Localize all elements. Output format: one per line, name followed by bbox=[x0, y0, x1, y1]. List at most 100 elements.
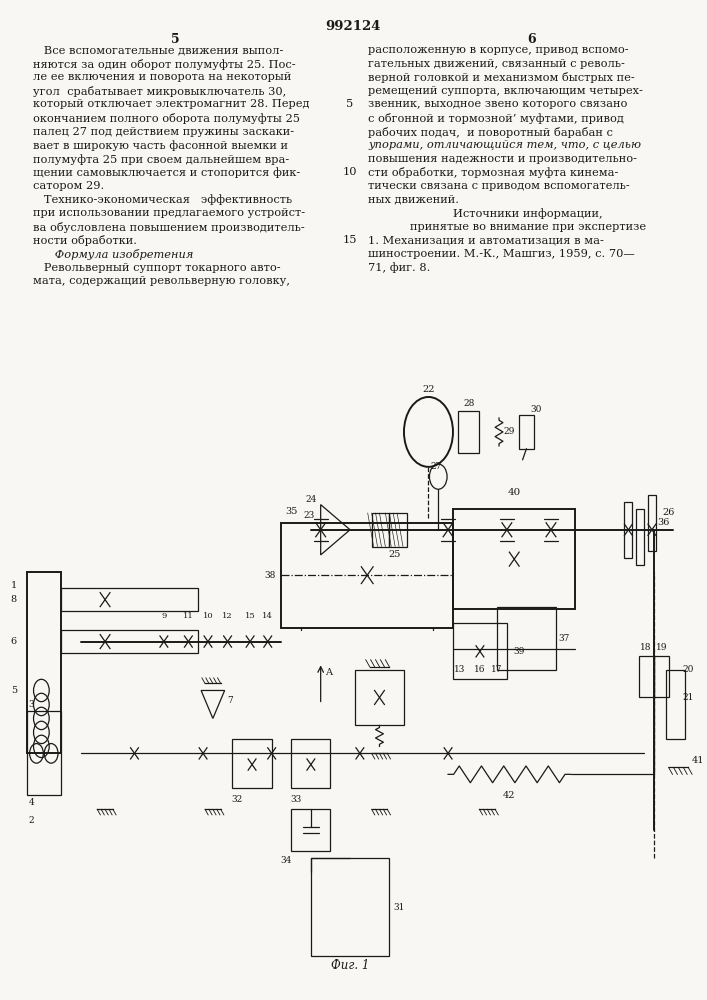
Text: сти обработки, тормозная муфта кинема-: сти обработки, тормозная муфта кинема- bbox=[368, 167, 619, 178]
Text: 9: 9 bbox=[161, 612, 167, 620]
Text: 28: 28 bbox=[463, 399, 474, 408]
Text: 39: 39 bbox=[513, 647, 525, 656]
Bar bbox=[639, 656, 654, 697]
Text: ле ее включения и поворота на некоторый: ле ее включения и поворота на некоторый bbox=[33, 72, 291, 82]
Bar bbox=[497, 607, 556, 670]
Bar bbox=[624, 502, 632, 558]
Bar bbox=[291, 809, 330, 851]
Text: 1. Механизация и автоматизация в ма-: 1. Механизация и автоматизация в ма- bbox=[368, 235, 604, 245]
Text: с обгонной и тормозной’ муфтами, привод: с обгонной и тормозной’ муфтами, привод bbox=[368, 113, 624, 124]
Text: 20: 20 bbox=[682, 665, 694, 674]
Bar bbox=[311, 858, 390, 956]
Text: полумуфта 25 при своем дальнейшем вра-: полумуфта 25 при своем дальнейшем вра- bbox=[33, 154, 289, 165]
Text: ных движений.: ных движений. bbox=[368, 195, 459, 205]
Bar bbox=[291, 739, 330, 788]
Bar bbox=[636, 509, 644, 565]
Text: A: A bbox=[325, 668, 332, 677]
Text: ремещений суппорта, включающим четырех-: ремещений суппорта, включающим четырех- bbox=[368, 86, 643, 96]
Text: 13: 13 bbox=[454, 665, 465, 674]
Bar bbox=[453, 623, 507, 679]
Text: расположенную в корпусе, привод вспомо-: расположенную в корпусе, привод вспомо- bbox=[368, 45, 629, 55]
Text: 6: 6 bbox=[527, 33, 537, 46]
Text: окончанием полного оборота полумуфты 25: окончанием полного оборота полумуфты 25 bbox=[33, 113, 300, 124]
Text: 5: 5 bbox=[11, 686, 17, 695]
Text: 34: 34 bbox=[281, 856, 292, 865]
Text: няются за один оборот полумуфты 25. Пос-: няются за один оборот полумуфты 25. Пос- bbox=[33, 59, 296, 70]
Text: 14: 14 bbox=[262, 612, 273, 620]
Text: мата, содержащий револьверную головку,: мата, содержащий револьверную головку, bbox=[33, 276, 290, 286]
Bar bbox=[61, 630, 198, 653]
Text: Фиг. 1: Фиг. 1 bbox=[331, 959, 369, 972]
Text: 8: 8 bbox=[11, 595, 17, 604]
Text: ва обусловлена повышением производитель-: ва обусловлена повышением производитель- bbox=[33, 222, 305, 233]
Bar bbox=[390, 513, 407, 547]
Text: 1: 1 bbox=[11, 581, 17, 590]
Text: 37: 37 bbox=[558, 634, 569, 643]
Text: верной головкой и механизмом быстрых пе-: верной головкой и механизмом быстрых пе- bbox=[368, 72, 635, 83]
Text: 26: 26 bbox=[662, 508, 674, 517]
Text: 992124: 992124 bbox=[325, 20, 381, 33]
Text: 35: 35 bbox=[285, 507, 298, 516]
Bar bbox=[27, 572, 61, 753]
Text: Источники информации,: Источники информации, bbox=[453, 208, 603, 219]
Text: 22: 22 bbox=[422, 385, 435, 394]
Text: 15: 15 bbox=[245, 612, 255, 620]
Text: принятые во внимание при экспертизе: принятые во внимание при экспертизе bbox=[410, 222, 646, 232]
Text: повышения надежности и производительно-: повышения надежности и производительно- bbox=[368, 154, 637, 164]
Text: 10: 10 bbox=[343, 167, 357, 177]
Text: 3: 3 bbox=[29, 700, 35, 709]
Text: 29: 29 bbox=[503, 427, 515, 436]
Text: гательных движений, связанный с револь-: гательных движений, связанный с револь- bbox=[368, 59, 625, 69]
Bar bbox=[453, 509, 575, 609]
Text: сатором 29.: сатором 29. bbox=[33, 181, 104, 191]
Text: 4: 4 bbox=[29, 798, 35, 807]
Bar bbox=[281, 523, 453, 628]
Text: 21: 21 bbox=[682, 693, 694, 702]
Text: Технико-экономическая   эффективность: Технико-экономическая эффективность bbox=[33, 195, 292, 205]
Text: 38: 38 bbox=[264, 571, 276, 580]
Text: 24: 24 bbox=[305, 495, 317, 504]
Bar bbox=[654, 656, 669, 697]
Text: вает в широкую часть фасонной выемки и: вает в широкую часть фасонной выемки и bbox=[33, 140, 288, 151]
Text: Все вспомогательные движения выпол-: Все вспомогательные движения выпол- bbox=[33, 45, 284, 55]
Text: 25: 25 bbox=[388, 550, 400, 559]
Text: звенник, выходное звено которого связано: звенник, выходное звено которого связано bbox=[368, 99, 627, 109]
Text: 10: 10 bbox=[203, 612, 214, 620]
Text: 11: 11 bbox=[183, 612, 194, 620]
Text: рабочих подач,  и поворотный барабан с: рабочих подач, и поворотный барабан с bbox=[368, 127, 613, 138]
Bar bbox=[372, 513, 390, 547]
Text: 7: 7 bbox=[228, 696, 233, 705]
Text: 2: 2 bbox=[29, 816, 35, 825]
Text: 18: 18 bbox=[641, 643, 652, 652]
Text: 12: 12 bbox=[222, 612, 233, 620]
Text: 36: 36 bbox=[658, 518, 670, 527]
Text: Револьверный суппорт токарного авто-: Револьверный суппорт токарного авто- bbox=[33, 263, 281, 273]
Bar bbox=[665, 670, 685, 739]
Text: 30: 30 bbox=[530, 405, 542, 414]
Bar bbox=[458, 411, 479, 453]
Text: 40: 40 bbox=[508, 488, 521, 497]
Text: 42: 42 bbox=[503, 791, 515, 800]
Bar bbox=[648, 495, 656, 551]
Text: 6: 6 bbox=[11, 637, 17, 646]
Text: 41: 41 bbox=[691, 756, 704, 765]
Text: 5: 5 bbox=[346, 99, 354, 109]
Text: Формула изобретения: Формула изобретения bbox=[33, 249, 194, 260]
Bar bbox=[519, 415, 534, 449]
Text: 16: 16 bbox=[474, 665, 485, 674]
Text: ности обработки.: ности обработки. bbox=[33, 235, 137, 246]
Text: тически связана с приводом вспомогатель-: тически связана с приводом вспомогатель- bbox=[368, 181, 630, 191]
Text: 19: 19 bbox=[656, 643, 667, 652]
Bar bbox=[27, 711, 61, 795]
Text: угол  срабатывает микровыключатель 30,: угол срабатывает микровыключатель 30, bbox=[33, 86, 286, 97]
Text: 33: 33 bbox=[291, 795, 302, 804]
Text: 27: 27 bbox=[431, 462, 442, 471]
Text: шиностроении. М.-К., Машгиз, 1959, с. 70—: шиностроении. М.-К., Машгиз, 1959, с. 70… bbox=[368, 249, 635, 259]
Text: 15: 15 bbox=[343, 235, 357, 245]
Text: при использовании предлагаемого устройст-: при использовании предлагаемого устройст… bbox=[33, 208, 305, 218]
Text: который отключает электромагнит 28. Перед: который отключает электромагнит 28. Пере… bbox=[33, 99, 310, 109]
Text: 5: 5 bbox=[170, 33, 180, 46]
Text: щении самовыключается и стопорится фик-: щении самовыключается и стопорится фик- bbox=[33, 167, 300, 178]
Text: 17: 17 bbox=[491, 665, 503, 674]
Text: 23: 23 bbox=[303, 511, 315, 520]
